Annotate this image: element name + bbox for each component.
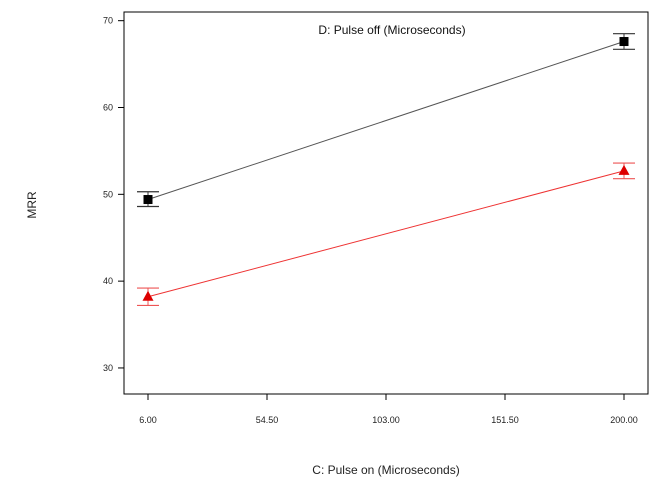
series-line — [147, 170, 625, 298]
y-tick-label: 60 — [103, 103, 113, 113]
series-line — [147, 41, 625, 201]
x-tick-label: 103.00 — [372, 415, 400, 425]
y-axis: 30 40 50 60 70 — [103, 16, 124, 373]
x-tick-label: 151.50 — [491, 415, 519, 425]
data-point-triangle — [142, 290, 154, 301]
legend-title: D: Pulse off (Microseconds) — [318, 23, 465, 37]
data-point-square — [143, 195, 153, 205]
x-tick-label: 6.00 — [139, 415, 157, 425]
series-1 — [137, 33, 635, 208]
x-axis-title: C: Pulse on (Microseconds) — [312, 463, 459, 477]
x-axis: 6.00 54.50 103.00 151.50 200.00 — [139, 394, 638, 425]
y-axis-title: MRR — [25, 191, 39, 219]
y-tick-label: 30 — [103, 363, 113, 373]
series-2 — [137, 162, 635, 307]
y-tick-label: 70 — [103, 16, 113, 26]
plot-area — [123, 11, 649, 395]
x-tick-label: 200.00 — [610, 415, 638, 425]
series-layer — [137, 33, 635, 307]
data-point-triangle — [618, 164, 630, 175]
y-tick-label: 40 — [103, 276, 113, 286]
data-point-square — [619, 37, 629, 47]
x-tick-label: 54.50 — [256, 415, 279, 425]
y-tick-label: 50 — [103, 189, 113, 199]
